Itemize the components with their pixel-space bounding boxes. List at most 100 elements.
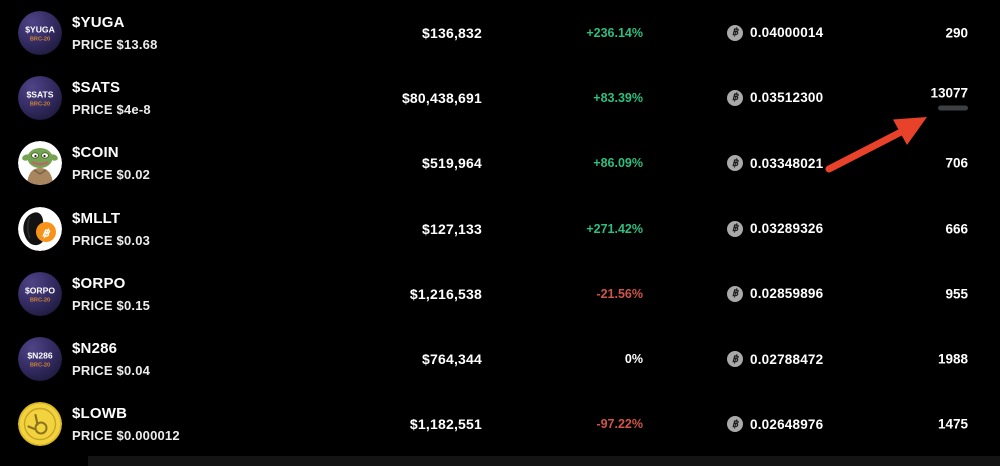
token-name-block: $N286 PRICE $0.04: [72, 340, 150, 378]
change-percent: -97.22%: [596, 417, 643, 432]
count-cell: 13077: [930, 85, 968, 111]
token-price-label: PRICE $0.000012: [72, 428, 180, 444]
token-name-block: $MLLT PRICE $0.03: [72, 210, 150, 248]
brc20-badge-icon: $N286 BRC-20: [18, 337, 62, 382]
token-row[interactable]: $LOWB PRICE $0.000012 $1,182,551 -97.22%…: [0, 392, 1000, 457]
btc-value: 0.02648976: [750, 416, 824, 432]
token-symbol: $N286: [72, 340, 118, 358]
count-cell: 706: [945, 156, 968, 171]
token-name-block: $SATS PRICE $4e-8: [72, 79, 151, 117]
token-symbol: $MLLT: [72, 209, 121, 227]
token-symbol: $COIN: [72, 144, 119, 162]
lowb-gold-coin-icon: [18, 402, 62, 447]
btc-value-cell: ฿ 0.03512300: [727, 89, 824, 106]
brc20-badge-icon: $SATS BRC-20: [18, 75, 62, 120]
svg-text:$ORPO: $ORPO: [25, 285, 55, 295]
token-icon: [18, 141, 62, 186]
bitcoin-icon: ฿: [727, 24, 743, 41]
volume-value: $1,182,551: [409, 416, 482, 433]
token-price-label: PRICE $4e-8: [72, 101, 151, 117]
bitcoin-icon: ฿: [727, 220, 743, 237]
change-percent: -21.56%: [596, 286, 643, 301]
volume-value: $1,216,538: [409, 285, 482, 302]
svg-text:BRC-20: BRC-20: [30, 36, 50, 42]
token-row[interactable]: $ORPO BRC-20 $ORPO PRICE $0.15 $1,216,53…: [0, 261, 1000, 326]
count-cell: 1988: [938, 352, 968, 367]
token-price-label: PRICE $0.15: [72, 297, 151, 313]
btc-value-cell: ฿ 0.02859896: [727, 285, 824, 302]
mint-progress-bar: [938, 105, 968, 111]
count-cell: 955: [945, 286, 968, 301]
holder-count: 13077: [930, 85, 968, 101]
btc-value: 0.02788472: [750, 351, 824, 367]
count-cell: 290: [945, 25, 968, 40]
token-price-label: PRICE $13.68: [72, 36, 158, 52]
token-row[interactable]: $COIN PRICE $0.02 $519,964 +86.09% ฿ 0.0…: [0, 131, 1000, 196]
token-name-block: $LOWB PRICE $0.000012: [72, 405, 180, 443]
svg-text:BRC-20: BRC-20: [30, 101, 50, 107]
volume-value: $136,832: [422, 24, 482, 41]
volume-value: $764,344: [422, 351, 482, 368]
token-name-block: $COIN PRICE $0.02: [72, 144, 150, 182]
partial-next-row: [88, 456, 1000, 466]
btc-value: 0.02859896: [750, 286, 824, 302]
token-row[interactable]: ฿ $MLLT PRICE $0.03 $127,133 +271.42% ฿ …: [0, 196, 1000, 261]
holder-count: 706: [945, 155, 968, 171]
svg-text:$N286: $N286: [27, 351, 53, 361]
btc-value: 0.03348021: [750, 155, 824, 171]
brc20-badge-icon: $ORPO BRC-20: [18, 271, 62, 316]
holder-count: 290: [945, 25, 968, 41]
btc-value: 0.03512300: [750, 90, 824, 106]
token-price-label: PRICE $0.03: [72, 232, 151, 248]
token-symbol: $LOWB: [72, 405, 128, 423]
count-cell: 1475: [938, 417, 968, 432]
btc-value-cell: ฿ 0.03348021: [727, 155, 824, 172]
token-name-block: $YUGA PRICE $13.68: [72, 14, 158, 52]
change-percent: +83.39%: [593, 90, 643, 105]
change-percent: +236.14%: [586, 25, 643, 40]
volume-value: $127,133: [422, 220, 482, 237]
svg-text:BRC-20: BRC-20: [30, 297, 50, 303]
btc-value-cell: ฿ 0.02648976: [727, 416, 824, 433]
token-price-label: PRICE $0.02: [72, 167, 151, 183]
svg-text:$SATS: $SATS: [26, 89, 53, 99]
token-symbol: $SATS: [72, 78, 121, 96]
change-percent: +271.42%: [586, 221, 643, 236]
token-row[interactable]: $N286 BRC-20 $N286 PRICE $0.04 $764,344 …: [0, 327, 1000, 392]
token-name-block: $ORPO PRICE $0.15: [72, 275, 150, 313]
token-symbol: $ORPO: [72, 274, 126, 292]
holder-count: 1988: [937, 351, 968, 367]
bitcoin-icon: ฿: [727, 155, 743, 172]
holder-count: 955: [945, 286, 968, 302]
pepe-character-icon: [18, 141, 62, 186]
btc-value: 0.04000014: [750, 25, 824, 41]
bitcoin-icon: ฿: [727, 351, 743, 368]
brc20-badge-icon: $YUGA BRC-20: [18, 10, 62, 55]
btc-value-cell: ฿ 0.03289326: [727, 220, 823, 237]
token-icon: [18, 402, 62, 447]
change-percent: +86.09%: [593, 156, 643, 171]
volume-value: $519,964: [422, 155, 482, 172]
volume-value: $80,438,691: [401, 89, 482, 106]
svg-text:$YUGA: $YUGA: [25, 24, 55, 34]
token-icon: $ORPO BRC-20: [18, 271, 62, 316]
token-icon: $YUGA BRC-20: [18, 10, 62, 55]
bitcoin-icon: ฿: [727, 416, 743, 433]
bitcoin-icon: ฿: [727, 89, 743, 106]
token-row[interactable]: $SATS BRC-20 $SATS PRICE $4e-8 $80,438,6…: [0, 65, 1000, 130]
token-icon: $SATS BRC-20: [18, 75, 62, 120]
token-symbol: $YUGA: [72, 13, 125, 31]
btc-value-cell: ฿ 0.04000014: [727, 24, 824, 41]
bitcoin-icon: ฿: [727, 285, 743, 302]
holder-count: 666: [945, 221, 968, 237]
svg-text:฿: ฿: [41, 226, 51, 239]
token-price-label: PRICE $0.04: [72, 363, 151, 379]
svg-text:BRC-20: BRC-20: [30, 363, 50, 369]
change-percent: 0%: [624, 352, 643, 367]
btc-value-cell: ฿ 0.02788472: [727, 351, 824, 368]
count-cell: 666: [945, 221, 968, 236]
holder-count: 1475: [937, 416, 968, 432]
token-row[interactable]: $YUGA BRC-20 $YUGA PRICE $13.68 $136,832…: [0, 0, 1000, 65]
token-icon: ฿: [18, 206, 62, 251]
